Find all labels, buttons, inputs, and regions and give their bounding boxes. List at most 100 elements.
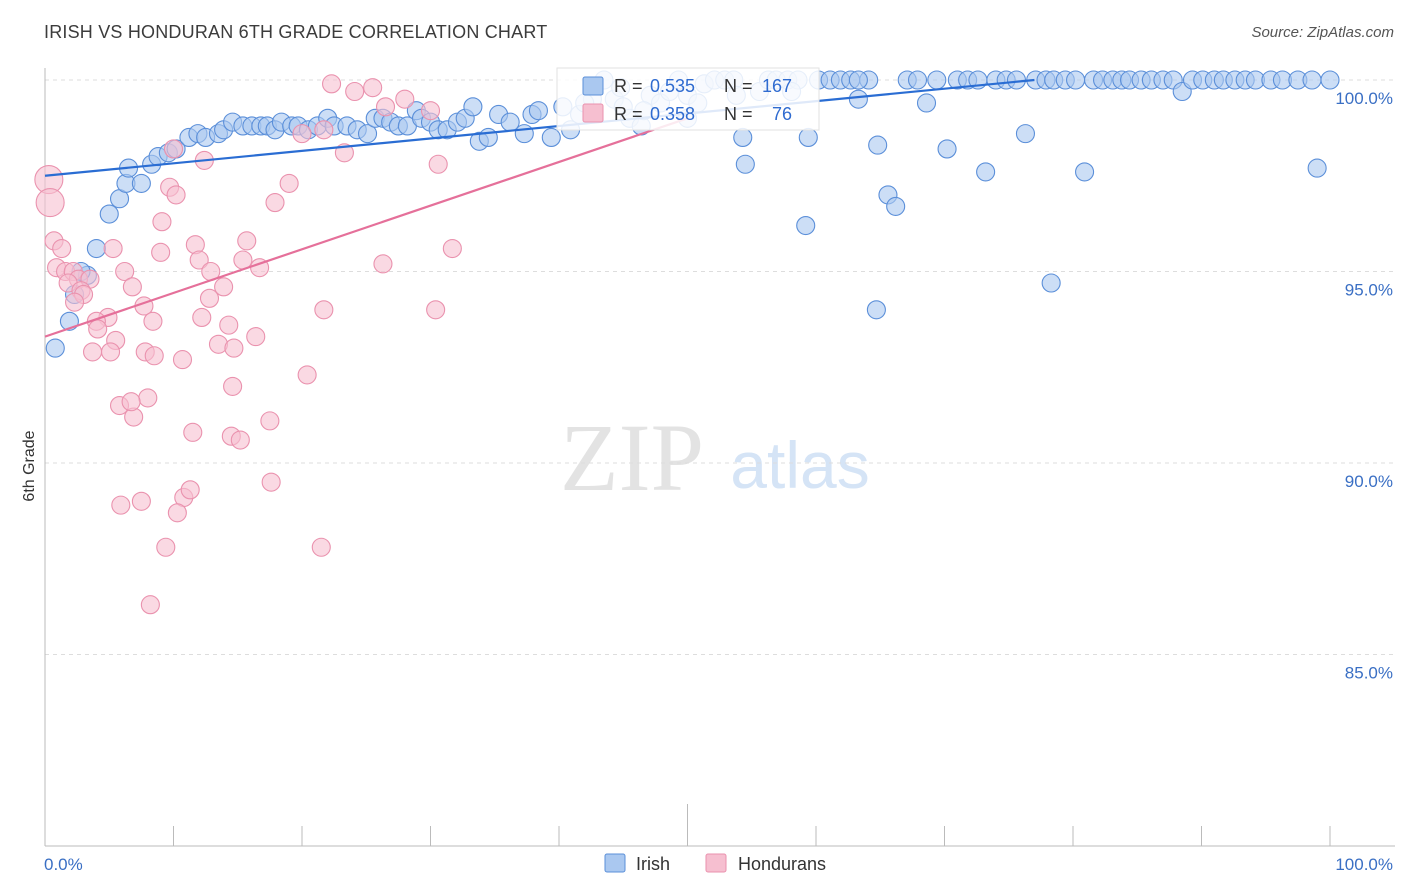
honduran-point <box>230 430 250 450</box>
honduran-point <box>167 503 187 523</box>
irish-point <box>976 162 996 182</box>
irish-point <box>1041 273 1061 293</box>
honduran-point <box>420 101 441 121</box>
x-tick-label: 0.0% <box>44 855 83 874</box>
honduran-point <box>314 120 334 140</box>
honduran-point <box>180 480 200 500</box>
honduran-point <box>373 254 393 274</box>
honduran-point <box>345 81 365 102</box>
source-label: Source: ZipAtlas.com <box>1251 24 1394 41</box>
honduran-point <box>52 238 72 259</box>
honduran-point <box>82 342 103 362</box>
honduran-point <box>426 300 446 320</box>
irish-point <box>907 70 928 90</box>
honduran-point <box>219 315 239 335</box>
irish-point <box>541 127 561 147</box>
honduran-point <box>297 365 317 385</box>
y-tick-label: 100.0% <box>1335 89 1393 108</box>
honduran-point <box>279 173 299 193</box>
irish-point <box>916 93 937 113</box>
stats-irish-n-value: 167 <box>762 76 792 96</box>
legend-irish-swatch <box>604 853 626 873</box>
irish-point <box>848 70 868 90</box>
irish-point <box>886 196 906 216</box>
stats-hond-n-label: N = <box>724 104 753 124</box>
honduran-point <box>292 124 312 144</box>
irish-point <box>528 101 548 121</box>
grid-lines <box>45 79 1395 655</box>
y-tick-label: 90.0% <box>1345 472 1393 491</box>
honduran-point <box>223 376 243 396</box>
honduran-point <box>156 537 176 557</box>
irish-point <box>866 300 886 320</box>
honduran-point <box>261 472 281 492</box>
honduran-point <box>151 242 171 262</box>
irish-trend-line <box>44 78 1035 177</box>
honduran-point <box>314 300 334 320</box>
irish-point <box>1302 70 1322 90</box>
honduran-point <box>395 89 415 109</box>
honduran-point <box>103 238 123 259</box>
irish-point <box>1307 158 1327 178</box>
honduran-point <box>100 342 121 362</box>
stats-irish-r-value: 0.535 <box>650 76 695 96</box>
irish-point <box>796 215 816 236</box>
stats-irish-swatch <box>582 76 604 96</box>
honduran-point <box>246 327 266 347</box>
stats-box: R = 0.535 N = 167 R = 0.358 N = 76 <box>556 67 820 131</box>
irish-point <box>927 70 947 90</box>
honduran-point <box>140 595 160 615</box>
watermark-atlas: atlas <box>730 428 869 502</box>
stats-hond-r-label: R = <box>614 104 643 124</box>
stats-hond-r-value: 0.358 <box>650 104 695 124</box>
honduran-point <box>172 350 193 370</box>
irish-point <box>1006 70 1027 90</box>
honduran-point <box>311 537 331 557</box>
honduran-point <box>199 288 220 308</box>
legend-hond-label: Hondurans <box>738 854 826 874</box>
honduran-point <box>88 319 108 339</box>
legend: Irish Hondurans <box>604 853 826 874</box>
stats-hond-swatch <box>582 103 604 123</box>
irish-point <box>463 97 483 117</box>
honduran-point <box>166 185 186 205</box>
irish-point <box>1015 124 1036 144</box>
honduran-point <box>131 491 151 511</box>
irish-point <box>798 127 818 147</box>
chart-title: IRISH VS HONDURAN 6TH GRADE CORRELATION … <box>44 22 548 42</box>
honduran-point <box>138 388 158 408</box>
irish-point <box>735 154 755 174</box>
honduran-point <box>111 495 131 515</box>
irish-point <box>1075 162 1095 182</box>
irish-point <box>848 89 868 109</box>
honduran-point <box>237 231 257 251</box>
watermark-zip: ZIP <box>560 404 704 511</box>
honduran-point <box>265 193 285 213</box>
legend-irish-label: Irish <box>636 854 670 874</box>
honduran-point <box>152 212 172 232</box>
irish-point <box>131 173 151 193</box>
honduran-trend-line <box>44 117 688 338</box>
honduran-point <box>375 97 396 117</box>
honduran-point <box>192 307 212 328</box>
irish-point <box>45 338 65 358</box>
y-axis-title: 6th Grade <box>21 430 38 501</box>
honduran-point <box>65 292 85 312</box>
honduran-point <box>189 250 209 270</box>
honduran-point <box>122 277 142 297</box>
stats-irish-r-label: R = <box>614 76 643 96</box>
irish-point <box>733 127 753 147</box>
honduran-point <box>35 188 65 218</box>
honduran-point <box>363 78 383 98</box>
honduran-point <box>163 139 184 159</box>
irish-point <box>514 124 534 144</box>
legend-hond-swatch <box>705 853 727 873</box>
honduran-point <box>143 311 163 331</box>
trend-lines <box>44 78 1035 338</box>
honduran-point <box>144 346 164 366</box>
irish-point <box>868 135 888 155</box>
honduran-point <box>121 392 141 412</box>
honduran-point <box>224 338 244 358</box>
stats-hond-n-value: 76 <box>772 104 792 124</box>
